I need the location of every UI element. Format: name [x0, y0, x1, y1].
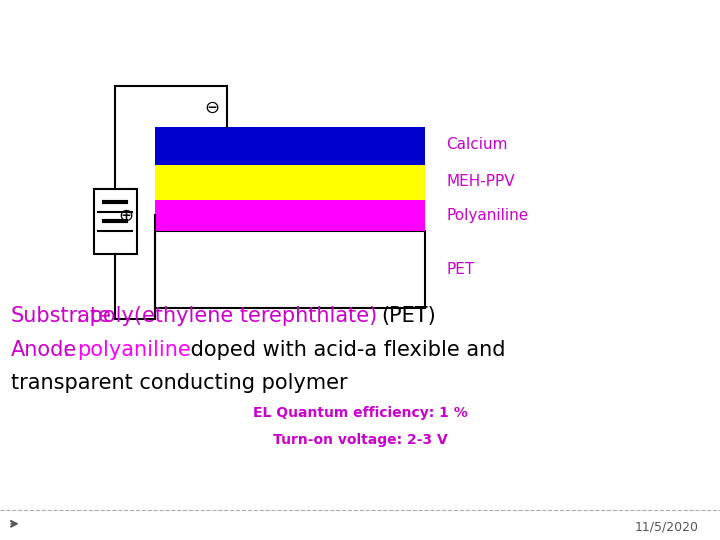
- Text: : poly(ethylene terephthlate): : poly(ethylene terephthlate): [76, 306, 384, 326]
- Text: :: :: [63, 340, 77, 360]
- Bar: [155, 200, 425, 231]
- Text: MEH-PPV: MEH-PPV: [446, 174, 515, 189]
- Bar: [155, 231, 425, 308]
- Text: Anode: Anode: [11, 340, 77, 360]
- Text: (PET): (PET): [382, 306, 436, 326]
- Bar: [155, 165, 425, 200]
- Text: Turn-on voltage: 2-3 V: Turn-on voltage: 2-3 V: [273, 433, 447, 447]
- Bar: [94, 189, 137, 254]
- Text: polyaniline: polyaniline: [77, 340, 191, 360]
- Text: ⊖: ⊖: [204, 99, 220, 117]
- Text: PET: PET: [446, 262, 474, 278]
- Text: Substrate: Substrate: [11, 306, 112, 326]
- Text: ⊕: ⊕: [118, 207, 134, 225]
- Text: Polyaniline: Polyaniline: [446, 208, 528, 223]
- Bar: [155, 127, 425, 165]
- Text: Calcium: Calcium: [446, 137, 508, 152]
- Text: EL Quantum efficiency: 1 %: EL Quantum efficiency: 1 %: [253, 406, 467, 420]
- Text: transparent conducting polymer: transparent conducting polymer: [11, 373, 348, 394]
- Text: 11/5/2020: 11/5/2020: [634, 520, 698, 533]
- Text: doped with acid-a flexible and: doped with acid-a flexible and: [184, 340, 505, 360]
